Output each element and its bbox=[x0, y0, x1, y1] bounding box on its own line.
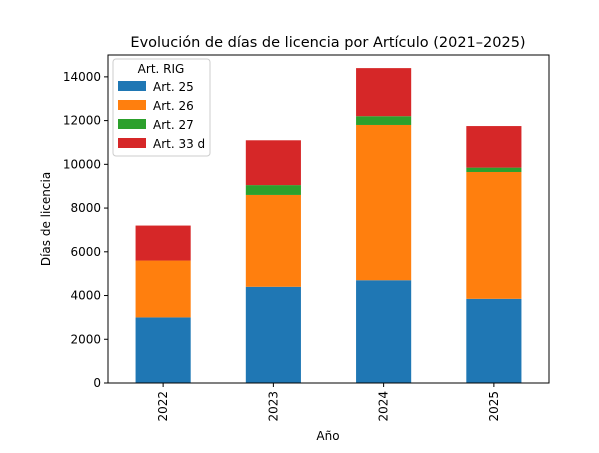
bar-2022-series-4 bbox=[135, 225, 191, 261]
legend-swatch bbox=[118, 81, 146, 91]
bar-2025-series-2 bbox=[466, 171, 522, 299]
x-tick-label: 2022 bbox=[156, 391, 170, 422]
y-tick-label: 12000 bbox=[63, 114, 101, 128]
y-tick-label: 14000 bbox=[63, 70, 101, 84]
bar-2023-series-1 bbox=[245, 286, 301, 383]
legend-label: Art. 27 bbox=[153, 118, 194, 132]
bar-2023-series-4 bbox=[245, 140, 301, 186]
y-axis: 0 2000 4000 6000 8000 10000 12000 14000 bbox=[63, 70, 108, 390]
bar-2022-series-2 bbox=[135, 260, 191, 318]
legend-swatch bbox=[118, 119, 146, 129]
bar-2024-series-3 bbox=[356, 116, 412, 125]
bar-2025-series-4 bbox=[466, 126, 522, 168]
legend: Art. RIG Art. 25 Art. 26 Art. 27 Art. 33 d bbox=[112, 58, 211, 157]
bar-2024-series-1 bbox=[356, 280, 412, 383]
y-tick-label: 0 bbox=[93, 376, 101, 390]
bar-2025-series-3 bbox=[466, 167, 522, 172]
x-tick-label: 2024 bbox=[377, 391, 391, 422]
y-tick-label: 2000 bbox=[70, 332, 101, 346]
y-tick-label: 10000 bbox=[63, 157, 101, 171]
bars-group bbox=[135, 68, 522, 383]
legend-swatch bbox=[118, 100, 146, 110]
legend-label: Art. 33 d bbox=[153, 137, 205, 151]
bar-2023-series-2 bbox=[245, 194, 301, 287]
bar-2024-series-2 bbox=[356, 124, 412, 281]
axes-frame bbox=[107, 54, 550, 384]
x-axis-label: Año bbox=[316, 429, 339, 443]
bar-2023-series-3 bbox=[245, 185, 301, 195]
bar-2024-series-4 bbox=[356, 68, 412, 117]
bar-2025-series-1 bbox=[466, 298, 522, 383]
legend-label: Art. 26 bbox=[153, 99, 194, 113]
bar-2022-series-1 bbox=[135, 317, 191, 383]
y-tick-label: 8000 bbox=[70, 201, 101, 215]
y-tick-label: 6000 bbox=[70, 245, 101, 259]
legend-swatch bbox=[118, 138, 146, 148]
x-axis: 2022 2023 2024 2025 bbox=[156, 383, 501, 422]
legend-label: Art. 25 bbox=[153, 80, 194, 94]
y-axis-label: Días de licencia bbox=[39, 172, 53, 266]
legend-title: Art. RIG bbox=[138, 62, 185, 76]
chart-title: Evolución de días de licencia por Artícu… bbox=[130, 35, 525, 51]
x-tick-label: 2025 bbox=[487, 391, 501, 422]
x-tick-label: 2023 bbox=[266, 391, 280, 422]
y-tick-label: 4000 bbox=[70, 289, 101, 303]
